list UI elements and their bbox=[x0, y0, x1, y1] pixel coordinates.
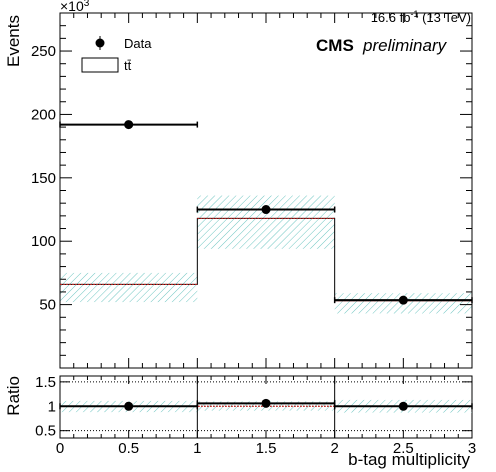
x-tick-label: 1 bbox=[193, 440, 201, 457]
data-point bbox=[261, 205, 271, 215]
ratio-y-tick-label: 1.5 bbox=[35, 374, 56, 391]
ratio-y-tick-label: 1 bbox=[48, 398, 56, 415]
legend-data-marker bbox=[95, 38, 105, 48]
data-point bbox=[124, 120, 134, 130]
y-tick-label: 150 bbox=[31, 170, 56, 187]
lumi-value: 16.6 fb bbox=[371, 10, 411, 25]
cms-label: CMS bbox=[316, 36, 354, 55]
ratio-y-axis-title: Ratio bbox=[4, 376, 23, 416]
luminosity-label: 16.6 fb-1 (13 TeV) bbox=[371, 9, 471, 25]
x-tick-label: 1.5 bbox=[256, 440, 277, 457]
ratio-y-tick-label: 0.5 bbox=[35, 423, 56, 440]
lumi-power: -1 bbox=[410, 9, 418, 19]
ratio-data-point bbox=[261, 398, 271, 408]
y-tick-label: 100 bbox=[31, 233, 56, 250]
ratio-data-point bbox=[398, 401, 408, 411]
legend: Data tt̄ bbox=[81, 36, 152, 73]
y-tick-label: 50 bbox=[39, 297, 56, 314]
main-panel: 50 100 150 200 250 bbox=[31, 13, 473, 368]
y-exponent-power: 3 bbox=[84, 0, 90, 9]
cms-preliminary-label: preliminary bbox=[362, 36, 448, 55]
main-plot-frame bbox=[59, 12, 473, 369]
x-tick-label: 3 bbox=[468, 440, 476, 457]
x-tick-label: 2.5 bbox=[393, 440, 414, 457]
mc-uncertainty-band bbox=[60, 272, 198, 303]
y-exponent-base: ×10 bbox=[60, 0, 84, 14]
y-tick-label: 250 bbox=[31, 43, 56, 60]
x-tick-label: 0.5 bbox=[118, 440, 139, 457]
legend-data-label: Data bbox=[124, 36, 152, 51]
y-tick-label: 200 bbox=[31, 106, 56, 123]
mc-uncertainty-band bbox=[197, 195, 335, 249]
data-point bbox=[398, 295, 408, 305]
x-tick-label: 2 bbox=[330, 440, 338, 457]
x-axis-title: b-tag multiplicity bbox=[348, 450, 470, 469]
y-exponent: ×103 bbox=[60, 0, 90, 14]
legend-ttbar-label: tt̄ bbox=[124, 58, 132, 73]
legend-ttbar-box bbox=[81, 57, 119, 73]
y-axis-title: Events bbox=[4, 15, 23, 67]
x-tick-label: 0 bbox=[56, 440, 64, 457]
ratio-panel: 0 0.5 1 1.5 2 2.5 30.511.5 bbox=[35, 374, 476, 457]
lumi-energy: (13 TeV) bbox=[418, 10, 471, 25]
ratio-data-point bbox=[124, 401, 134, 411]
